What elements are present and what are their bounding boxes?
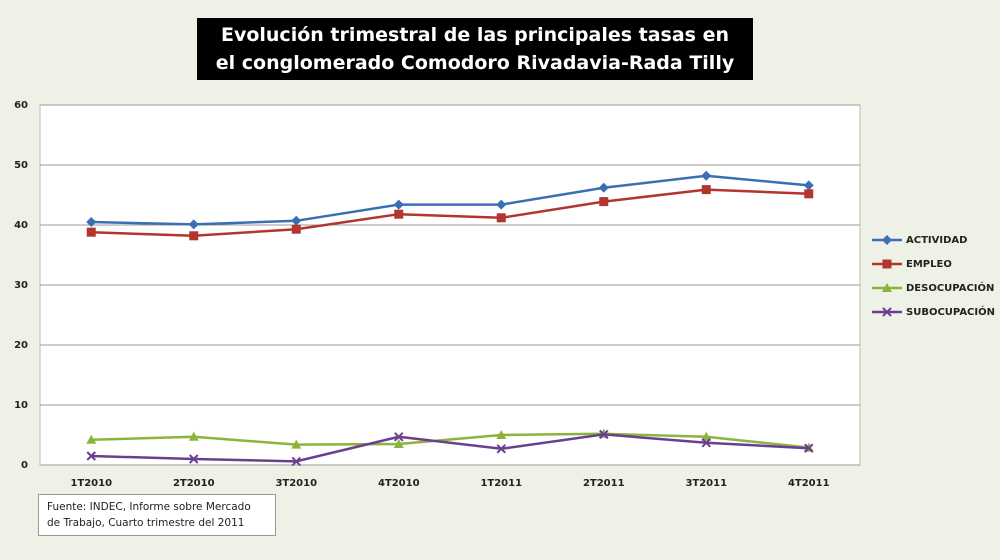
data-point [701,170,712,181]
legend-label: EMPLEO [906,259,952,270]
data-point [86,217,97,227]
data-point [496,444,506,454]
legend-label: SUBOCUPACIÓN [906,305,995,318]
data-point [599,197,609,207]
x-tick-label: 1T2011 [480,478,522,489]
data-point [86,434,97,444]
y-tick-label: 40 [14,220,28,231]
data-point [393,439,404,448]
x-tick-label: 3T2011 [685,478,727,489]
y-tick-label: 10 [14,400,28,411]
data-point [394,209,404,219]
data-point [701,185,711,195]
data-point [394,432,404,442]
legend-marker [882,259,892,269]
x-tick-label: 3T2010 [275,478,317,489]
data-point [189,454,199,464]
data-point [598,182,609,193]
data-point [496,213,506,223]
legend-marker [882,235,892,245]
x-tick-label: 2T2010 [173,478,215,489]
series-line [91,174,809,226]
data-point [188,219,199,230]
data-point [189,231,199,241]
source-note: Fuente: INDEC, Informe sobre Mercado de … [38,494,276,536]
x-tick-label: 4T2011 [788,478,830,489]
data-point [804,443,814,453]
data-point [393,199,404,210]
legend-label: DESOCUPACIÓN [906,281,994,294]
data-point [804,189,814,199]
y-tick-label: 50 [14,160,28,171]
y-tick-label: 20 [14,340,28,351]
data-point [803,180,814,191]
legend-marker [882,307,892,317]
x-tick-label: 4T2010 [378,478,420,489]
data-point [599,429,609,440]
data-point [291,215,302,226]
y-tick-label: 0 [21,460,28,471]
data-point [86,227,96,237]
series-line [91,188,809,238]
data-point [291,456,301,467]
y-tick-label: 30 [14,280,28,291]
series-line [91,432,809,449]
x-tick-label: 2T2011 [583,478,625,489]
y-tick-label: 60 [14,100,28,111]
chart-title: Evolución trimestral de las principales … [197,18,753,80]
legend-marker [882,283,892,292]
data-point [701,438,711,448]
data-point [701,431,712,441]
data-point [86,451,96,461]
data-point [496,430,507,439]
legend-label: ACTIVIDAD [906,235,967,246]
x-tick-label: 1T2010 [70,478,112,489]
data-point [291,224,301,234]
data-point [496,199,507,210]
data-point [291,439,302,449]
series-line [91,433,809,463]
data-point [188,431,199,441]
